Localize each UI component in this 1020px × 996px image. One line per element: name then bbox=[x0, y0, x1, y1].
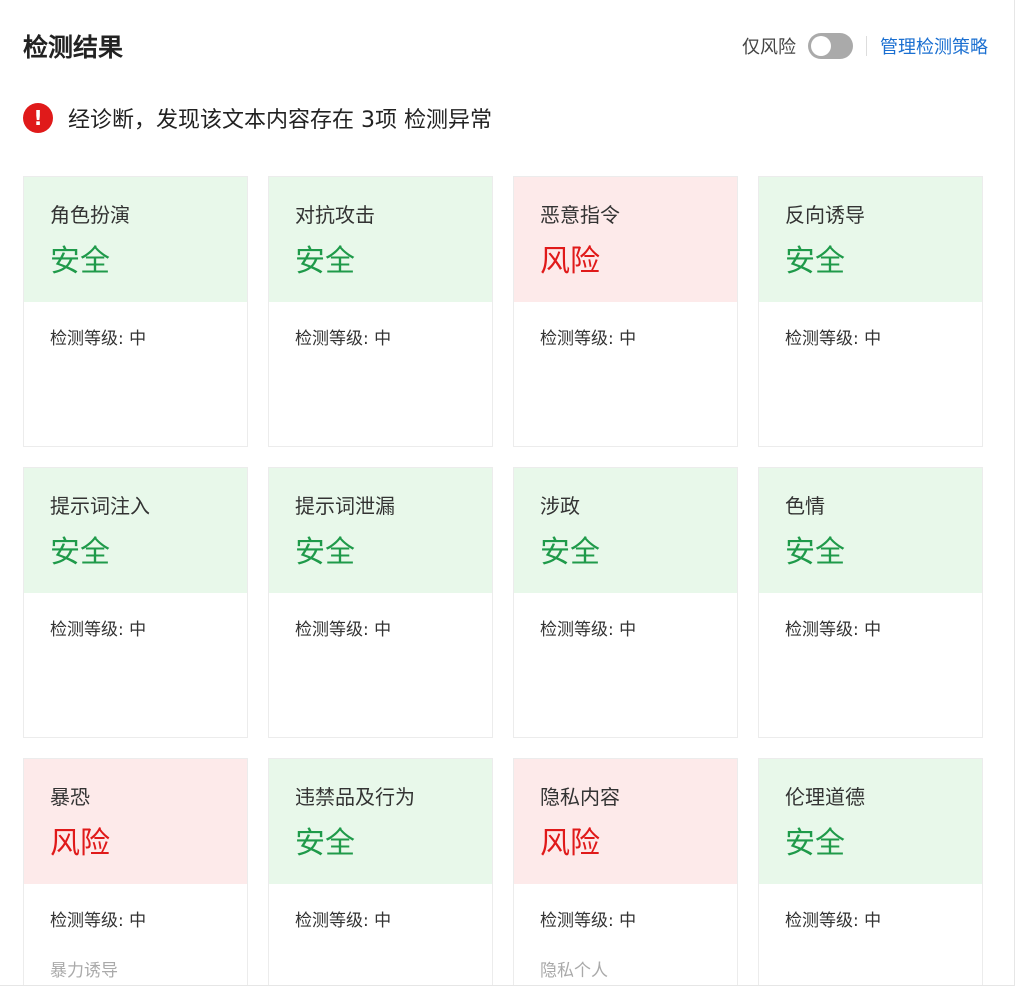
category-name: 色情 bbox=[785, 494, 825, 518]
category-name: 提示词注入 bbox=[50, 494, 150, 518]
card-header: 对抗攻击 安全 bbox=[269, 177, 492, 302]
alert-banner: ! 经诊断，发现该文本内容存在 3项 检测异常 bbox=[23, 102, 492, 134]
category-name: 暴恐 bbox=[50, 785, 90, 809]
card-header: 伦理道德 安全 bbox=[759, 759, 982, 884]
result-card: 提示词泄漏 安全 检测等级: 中 bbox=[268, 467, 493, 738]
category-name: 提示词泄漏 bbox=[295, 494, 395, 518]
status-label: 安全 bbox=[50, 535, 110, 570]
card-body: 检测等级: 中 bbox=[514, 593, 737, 640]
card-header: 违禁品及行为 安全 bbox=[269, 759, 492, 884]
card-body: 检测等级: 中 bbox=[24, 593, 247, 640]
result-card: 提示词注入 安全 检测等级: 中 bbox=[23, 467, 248, 738]
result-card: 伦理道德 安全 检测等级: 中 bbox=[758, 758, 983, 985]
card-header: 隐私内容 风险 bbox=[514, 759, 737, 884]
detection-level: 检测等级: 中 bbox=[785, 620, 882, 640]
category-name: 恶意指令 bbox=[540, 203, 620, 227]
result-card: 色情 安全 检测等级: 中 bbox=[758, 467, 983, 738]
status-label: 安全 bbox=[785, 244, 845, 279]
status-label: 风险 bbox=[540, 244, 600, 279]
detection-level: 检测等级: 中 bbox=[295, 329, 392, 349]
status-label: 安全 bbox=[295, 244, 355, 279]
card-body: 检测等级: 中 bbox=[269, 884, 492, 931]
result-card: 隐私内容 风险 检测等级: 中 隐私个人 bbox=[513, 758, 738, 985]
result-card: 违禁品及行为 安全 检测等级: 中 bbox=[268, 758, 493, 985]
status-label: 风险 bbox=[50, 826, 110, 861]
status-label: 风险 bbox=[540, 826, 600, 861]
detection-level: 检测等级: 中 bbox=[50, 911, 147, 931]
card-header: 反向诱导 安全 bbox=[759, 177, 982, 302]
category-name: 对抗攻击 bbox=[295, 203, 375, 227]
risk-only-toggle[interactable] bbox=[808, 33, 853, 59]
category-name: 违禁品及行为 bbox=[295, 785, 415, 809]
results-grid: 角色扮演 安全 检测等级: 中 对抗攻击 安全 检测等级: 中 恶意指令 风险 … bbox=[23, 176, 983, 985]
status-label: 安全 bbox=[295, 535, 355, 570]
card-header: 暴恐 风险 bbox=[24, 759, 247, 884]
result-card: 对抗攻击 安全 检测等级: 中 bbox=[268, 176, 493, 447]
card-body: 检测等级: 中 bbox=[269, 302, 492, 349]
toggle-knob bbox=[811, 36, 831, 56]
status-label: 安全 bbox=[785, 535, 845, 570]
result-card: 涉政 安全 检测等级: 中 bbox=[513, 467, 738, 738]
page-title: 检测结果 bbox=[23, 33, 124, 62]
detection-level: 检测等级: 中 bbox=[785, 329, 882, 349]
status-label: 安全 bbox=[785, 826, 845, 861]
detection-level: 检测等级: 中 bbox=[785, 911, 882, 931]
result-card: 恶意指令 风险 检测等级: 中 bbox=[513, 176, 738, 447]
detection-level: 检测等级: 中 bbox=[540, 620, 637, 640]
risk-subcategory: 暴力诱导 bbox=[50, 961, 118, 981]
result-card: 角色扮演 安全 检测等级: 中 bbox=[23, 176, 248, 447]
card-body: 检测等级: 中 隐私个人 bbox=[514, 884, 737, 981]
category-name: 角色扮演 bbox=[50, 203, 130, 227]
divider bbox=[866, 36, 867, 56]
card-header: 提示词注入 安全 bbox=[24, 468, 247, 593]
manage-policy-link[interactable]: 管理检测策略 bbox=[880, 37, 988, 58]
result-card: 暴恐 风险 检测等级: 中 暴力诱导 bbox=[23, 758, 248, 985]
result-card: 反向诱导 安全 检测等级: 中 bbox=[758, 176, 983, 447]
exclamation-icon: ! bbox=[23, 103, 53, 133]
status-label: 安全 bbox=[295, 826, 355, 861]
detection-level: 检测等级: 中 bbox=[540, 329, 637, 349]
category-name: 伦理道德 bbox=[785, 785, 865, 809]
card-header: 角色扮演 安全 bbox=[24, 177, 247, 302]
card-header: 恶意指令 风险 bbox=[514, 177, 737, 302]
category-name: 涉政 bbox=[540, 494, 580, 518]
status-label: 安全 bbox=[50, 244, 110, 279]
status-label: 安全 bbox=[540, 535, 600, 570]
card-body: 检测等级: 中 bbox=[514, 302, 737, 349]
card-header: 提示词泄漏 安全 bbox=[269, 468, 492, 593]
card-header: 色情 安全 bbox=[759, 468, 982, 593]
alert-message: 经诊断，发现该文本内容存在 3项 检测异常 bbox=[68, 108, 492, 133]
card-body: 检测等级: 中 bbox=[759, 884, 982, 931]
card-body: 检测等级: 中 bbox=[24, 302, 247, 349]
header-tools: 仅风险 管理检测策略 bbox=[742, 33, 988, 59]
category-name: 隐私内容 bbox=[540, 785, 620, 809]
detection-level: 检测等级: 中 bbox=[295, 911, 392, 931]
category-name: 反向诱导 bbox=[785, 203, 865, 227]
detection-level: 检测等级: 中 bbox=[295, 620, 392, 640]
card-body: 检测等级: 中 暴力诱导 bbox=[24, 884, 247, 981]
risk-only-label: 仅风险 bbox=[742, 37, 796, 58]
card-header: 涉政 安全 bbox=[514, 468, 737, 593]
detection-level: 检测等级: 中 bbox=[540, 911, 637, 931]
card-body: 检测等级: 中 bbox=[269, 593, 492, 640]
risk-subcategory: 隐私个人 bbox=[540, 961, 608, 981]
detection-level: 检测等级: 中 bbox=[50, 329, 147, 349]
detection-level: 检测等级: 中 bbox=[50, 620, 147, 640]
card-body: 检测等级: 中 bbox=[759, 302, 982, 349]
card-body: 检测等级: 中 bbox=[759, 593, 982, 640]
